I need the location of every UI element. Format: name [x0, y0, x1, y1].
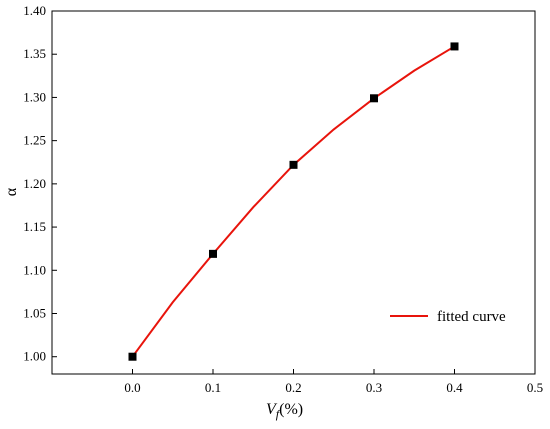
- x-tick-label: 0.5: [527, 380, 543, 395]
- data-point: [209, 249, 217, 258]
- y-tick-label: 1.20: [23, 176, 46, 191]
- data-point: [450, 42, 459, 51]
- x-tick-label: 0.0: [124, 380, 140, 395]
- data-point: [370, 94, 378, 103]
- y-tick-label: 1.30: [23, 89, 46, 104]
- fitted-curve-line: [131, 45, 456, 358]
- legend: fitted curve: [390, 309, 506, 325]
- x-tick-label: 0.1: [205, 380, 221, 395]
- data-markers: [128, 42, 459, 361]
- y-tick-label: 1.15: [23, 219, 46, 234]
- x-axis-label: Vf(%): [266, 401, 303, 421]
- data-point: [289, 160, 298, 169]
- y-tick-label: 1.10: [23, 262, 46, 277]
- x-axis-ticks: 0.0 0.1 0.2 0.3 0.4 0.5: [124, 369, 543, 395]
- y-axis-ticks: 1.00 1.05 1.10 1.15 1.20 1.25 1.30 1.35 1.40: [23, 3, 57, 364]
- x-tick-label: 0.4: [446, 380, 463, 395]
- y-tick-label: 1.25: [23, 133, 46, 148]
- y-tick-label: 1.05: [23, 306, 46, 321]
- x-tick-label: 0.2: [285, 380, 301, 395]
- y-axis-label: α: [3, 187, 20, 196]
- data-point: [128, 352, 137, 361]
- legend-label: fitted curve: [437, 309, 506, 325]
- y-tick-label: 1.35: [23, 46, 46, 61]
- x-tick-label: 0.3: [366, 380, 382, 395]
- y-tick-label: 1.00: [23, 349, 46, 364]
- y-tick-label: 1.40: [23, 3, 46, 18]
